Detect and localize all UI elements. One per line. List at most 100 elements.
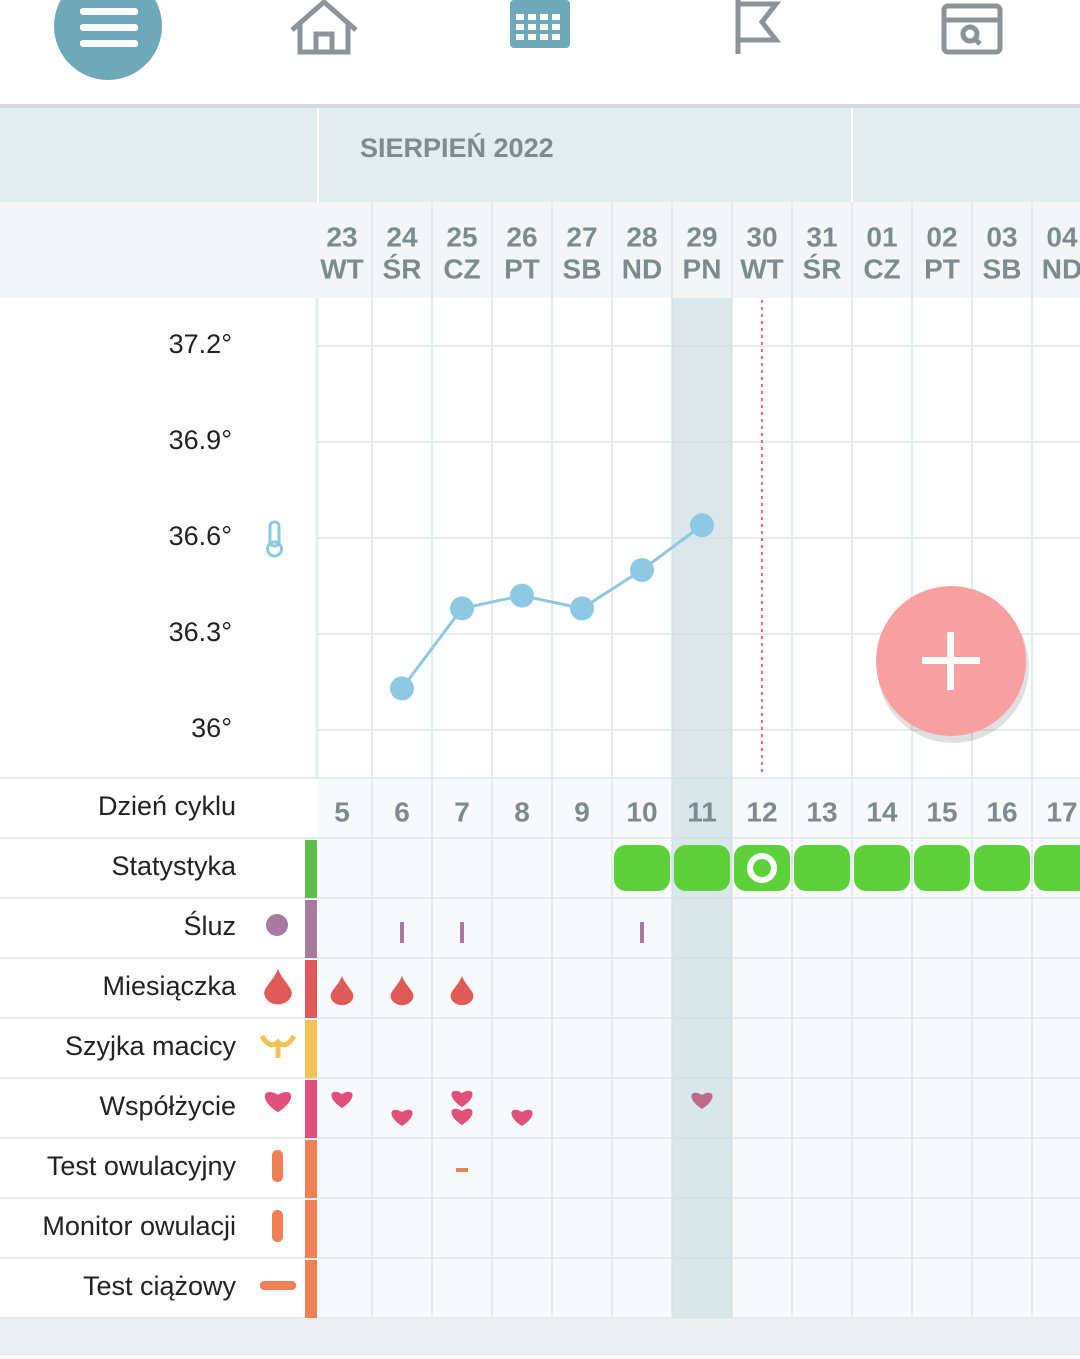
day-weekday: ND <box>622 253 662 284</box>
row-label-bg <box>0 960 305 1016</box>
day-weekday: ND <box>1042 253 1080 284</box>
day-date: 31 <box>806 221 837 252</box>
stat-mark <box>1034 845 1080 891</box>
day-date: 25 <box>446 221 477 252</box>
period-drop <box>450 975 474 1006</box>
row-label: Współżycie <box>99 1091 236 1121</box>
mucus-mark <box>640 922 644 943</box>
row-indicator <box>305 1140 317 1198</box>
stat-mark <box>914 845 970 891</box>
day-weekday: CZ <box>863 253 900 284</box>
day-date: 27 <box>566 221 597 252</box>
day-weekday: PT <box>924 253 960 284</box>
row-label-bg <box>0 900 305 956</box>
ovulation-mark <box>747 853 777 883</box>
row-label-bg <box>0 1140 305 1196</box>
row-label-bg <box>0 1260 305 1316</box>
temperature-point <box>450 596 474 621</box>
y-tick-label: 36.3° <box>169 617 232 647</box>
day-weekday: PN <box>683 253 722 284</box>
day-weekday: ŚR <box>383 253 422 284</box>
cycle-day: 17 <box>1046 796 1077 827</box>
temperature-point <box>510 583 534 608</box>
sex-icon <box>264 1091 292 1113</box>
sex-mark <box>691 1092 713 1109</box>
sex-mark <box>391 1109 413 1126</box>
row-label: Monitor owulacji <box>42 1211 236 1241</box>
y-tick-label: 36.9° <box>169 425 232 455</box>
row-indicator <box>305 840 317 898</box>
row-indicator <box>305 900 317 958</box>
day-date: 30 <box>746 221 777 252</box>
cycle-day: 14 <box>866 796 898 827</box>
home-icon[interactable] <box>290 0 358 55</box>
mucus-icon <box>266 914 288 936</box>
row-label-bg <box>0 840 305 896</box>
temperature-point <box>630 558 654 582</box>
row-label: Test owulacyjny <box>47 1151 237 1181</box>
y-tick-label: 37.2° <box>169 329 232 359</box>
y-tick-label: 36.6° <box>169 521 232 551</box>
day-date: 26 <box>506 221 537 252</box>
pregnancy-test-icon <box>260 1281 296 1290</box>
stat-mark <box>614 845 670 891</box>
period-drop <box>330 975 354 1006</box>
day-date: 02 <box>926 221 957 252</box>
nav-shadow <box>0 104 1080 108</box>
calendar-icon[interactable] <box>510 0 570 48</box>
flag-icon[interactable] <box>735 0 782 54</box>
mucus-mark <box>460 922 464 943</box>
menu-button[interactable] <box>54 0 162 80</box>
y-tick-label: 36° <box>191 713 232 743</box>
thermometer-icon <box>266 520 283 558</box>
row-label-bg <box>0 1200 305 1256</box>
temperature-point <box>390 676 414 701</box>
cycle-day: 7 <box>454 796 470 827</box>
cycle-day: 5 <box>334 796 350 827</box>
day-date: 23 <box>326 221 357 252</box>
sex-mark <box>511 1109 533 1126</box>
ovulation-monitor-icon <box>272 1210 283 1242</box>
period-drop <box>390 975 414 1006</box>
day-header <box>0 202 1080 298</box>
row-label: Miesiączka <box>102 971 237 1001</box>
day-date: 28 <box>626 221 657 252</box>
temperature-point <box>690 513 714 538</box>
row-label: Statystyka <box>111 851 237 881</box>
bottom-strip <box>0 1318 1080 1355</box>
day-date: 01 <box>866 221 897 252</box>
row-indicator <box>305 1080 317 1138</box>
day-date: 24 <box>386 221 418 252</box>
day-weekday: SB <box>983 253 1022 284</box>
sex-mark <box>331 1091 353 1108</box>
search-calendar-icon[interactable] <box>941 3 1003 55</box>
row-indicator <box>305 960 317 1018</box>
ovulation-test-icon <box>272 1150 283 1182</box>
sex-mark <box>451 1108 473 1125</box>
month-label: SIERPIEŃ 2022 <box>360 132 554 163</box>
day-weekday: WT <box>740 253 784 284</box>
month-band <box>0 108 1080 202</box>
stat-mark <box>674 845 730 891</box>
row-label-bg <box>0 780 305 836</box>
day-weekday: PT <box>504 253 540 284</box>
cycle-day: 6 <box>394 796 410 827</box>
day-date: 03 <box>986 221 1017 252</box>
cycle-day: 9 <box>574 796 590 827</box>
cervix-icon <box>259 1034 297 1058</box>
mucus-mark <box>400 922 404 943</box>
cycle-day: 8 <box>514 796 530 827</box>
stat-mark <box>854 845 910 891</box>
stat-mark <box>794 845 850 891</box>
stat-mark <box>734 845 790 891</box>
day-date: 29 <box>686 221 717 252</box>
row-label: Śluz <box>183 909 236 941</box>
stat-mark <box>974 845 1030 891</box>
cycle-day: 13 <box>806 796 837 827</box>
day-weekday: WT <box>320 253 364 284</box>
day-weekday: SB <box>563 253 602 284</box>
row-indicator <box>305 1020 317 1078</box>
add-button[interactable] <box>876 586 1029 743</box>
cycle-day: 12 <box>746 796 777 827</box>
